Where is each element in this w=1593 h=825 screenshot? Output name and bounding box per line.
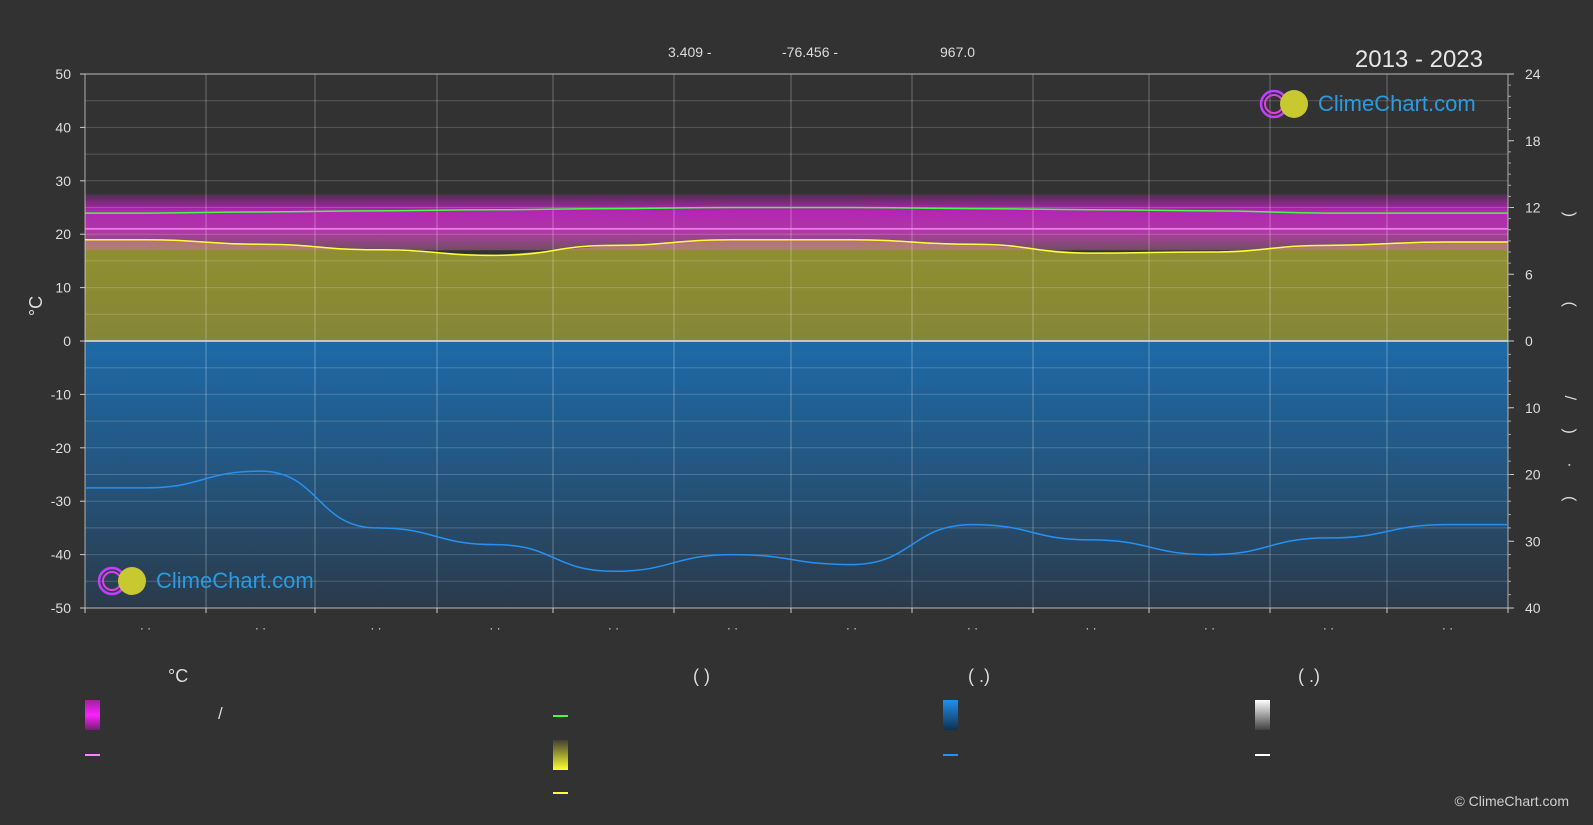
left-tick-label: -30 bbox=[51, 493, 71, 509]
right-axis-label-bottom: / ) · ( bbox=[1561, 396, 1578, 514]
legend-rain-swatch bbox=[943, 700, 958, 730]
legend-snow-line bbox=[1255, 754, 1270, 756]
left-tick-label: 0 bbox=[63, 333, 71, 349]
legend-sun-head: ( ) bbox=[693, 666, 710, 686]
sunshine-band bbox=[85, 239, 1508, 341]
precipitation-line bbox=[84, 470, 1508, 573]
brand-logo-top: ClimeChart.com bbox=[1258, 88, 1476, 120]
elevation-label: 967.0 bbox=[940, 44, 976, 60]
left-axis-label: °C bbox=[26, 296, 46, 316]
x-tick-label: · · bbox=[1323, 621, 1334, 635]
legend-rain-head: ( .) bbox=[968, 666, 990, 686]
left-tick-label: -50 bbox=[51, 600, 71, 616]
x-tick-label: · · bbox=[967, 621, 978, 635]
sunshine-line bbox=[84, 239, 1508, 257]
daylight-line bbox=[85, 206, 1508, 214]
brand-logo-bottom: ClimeChart.com bbox=[96, 565, 314, 597]
right-tick-label: 20 bbox=[1525, 467, 1541, 483]
legend-snow-head: ( .) bbox=[1298, 666, 1320, 686]
x-tick-label: · · bbox=[1204, 621, 1215, 635]
left-tick-label: 30 bbox=[55, 173, 71, 189]
x-tick-label: · · bbox=[140, 621, 151, 635]
left-tick-label: 40 bbox=[55, 119, 71, 135]
brand-name-top: ClimeChart.com bbox=[1318, 91, 1476, 116]
legend-sunshine-line bbox=[553, 792, 568, 794]
right-tick-label: 40 bbox=[1525, 600, 1541, 616]
right-tick-label: 24 bbox=[1525, 66, 1541, 82]
x-tick-label: · · bbox=[1085, 621, 1096, 635]
x-tick-label: · · bbox=[489, 621, 500, 635]
legend-snow-swatch bbox=[1255, 700, 1270, 730]
brand-name-bottom: ClimeChart.com bbox=[156, 568, 314, 593]
x-tick-label: · · bbox=[1442, 621, 1453, 635]
right-tick-label: 18 bbox=[1525, 133, 1541, 149]
x-tick-label: · · bbox=[255, 621, 266, 635]
left-tick-label: 50 bbox=[55, 66, 71, 82]
right-axis-label-top: ) ( bbox=[1561, 212, 1578, 347]
legend-daylight-line bbox=[553, 715, 568, 717]
copyright: © ClimeChart.com bbox=[1454, 793, 1569, 809]
x-tick-label: · · bbox=[727, 621, 738, 635]
temperature-range-band bbox=[85, 194, 1508, 251]
right-tick-label: 10 bbox=[1525, 400, 1541, 416]
legend-temp-range-swatch bbox=[85, 700, 100, 730]
legend-mean-temp-line bbox=[85, 754, 100, 756]
x-tick-label: · · bbox=[846, 621, 857, 635]
left-tick-label: 20 bbox=[55, 226, 71, 242]
latitude-label: 3.409 - bbox=[668, 44, 712, 60]
longitude-label: -76.456 - bbox=[782, 44, 839, 60]
legend-temperature-head: °C bbox=[168, 666, 189, 686]
right-tick-label: 12 bbox=[1525, 200, 1541, 216]
precipitation-band bbox=[85, 341, 1508, 608]
x-tick-label: · · bbox=[370, 621, 381, 635]
year-range: 2013 - 2023 bbox=[1354, 46, 1483, 73]
right-tick-label: 6 bbox=[1525, 266, 1533, 282]
right-tick-label: 0 bbox=[1525, 333, 1533, 349]
legend-rain-line bbox=[943, 754, 958, 756]
left-tick-label: -40 bbox=[51, 547, 71, 563]
left-tick-label: -20 bbox=[51, 440, 71, 456]
x-tick-label: · · bbox=[608, 621, 619, 635]
climechart-logo-icon bbox=[1259, 89, 1308, 119]
left-tick-label: 10 bbox=[55, 280, 71, 296]
legend-sunshine-swatch bbox=[553, 740, 568, 770]
right-tick-label: 30 bbox=[1525, 533, 1541, 549]
legend-temp-slash: / bbox=[218, 704, 223, 723]
left-tick-label: -10 bbox=[51, 386, 71, 402]
climechart-logo-icon bbox=[97, 566, 146, 596]
